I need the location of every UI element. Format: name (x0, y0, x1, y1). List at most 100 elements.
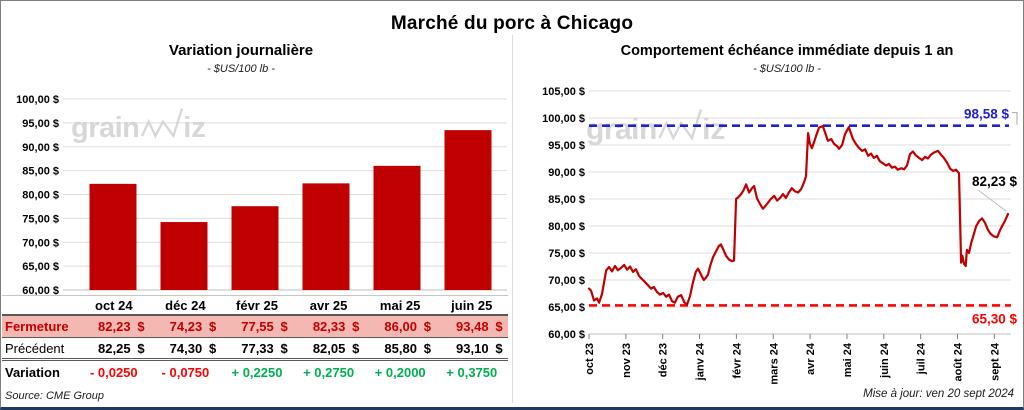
previous-cell: 74,30 $ (150, 341, 222, 356)
y-axis-label: 85,00 $ (548, 194, 585, 206)
x-axis-label: mai 24 (842, 342, 854, 377)
x-axis-label: oct 23 (584, 343, 596, 375)
table-row-precedent: Précédent 82,25 $ 74,30 $ 77,33 $ 82,05 $ 85… (2, 338, 508, 361)
unit: $ (137, 319, 145, 334)
close-value: 82,33 (312, 319, 346, 334)
bar-4 (373, 165, 421, 290)
y-axis-label: 90,00 $ (22, 142, 59, 154)
y-axis-label: 95,00 $ (548, 140, 585, 152)
previous-value: 74,30 (169, 340, 203, 356)
panel-divider (512, 35, 513, 403)
watermark-text: iz (702, 113, 725, 146)
close-cell: 82,33 $ (293, 319, 365, 334)
y-axis-label: 80,00 $ (22, 190, 59, 202)
quotes-table: oct 24 déc 24 févr 25 avr 25 mai 25 juin… (2, 295, 508, 384)
close-value: 77,55 (241, 319, 274, 334)
grainwiz-watermark: grain iz (71, 108, 206, 144)
close-value: 74,23 (169, 319, 203, 334)
unit: $ (352, 340, 360, 356)
close-value: 93,48 (456, 319, 489, 334)
high-value-label: 98,58 $ (964, 107, 1010, 122)
column-header: avr 25 (309, 297, 348, 313)
previous-cell: 82,05 $ (293, 341, 365, 356)
column-header: mai 25 (379, 297, 421, 313)
unit: $ (208, 319, 217, 334)
unit: $ (280, 340, 288, 356)
updated-note: Mise à jour: ven 20 sept 2024 (863, 388, 1014, 400)
row-label: Variation (5, 365, 60, 380)
x-axis-label: nov 23 (621, 343, 633, 378)
row-label: Précédent (5, 340, 65, 356)
bar-chart-subtitle: - $US/100 lb - (207, 63, 275, 75)
variation-cell: + 0,2250 (221, 365, 293, 380)
table-row-fermeture: Fermeture 82,23 $ 74,23 $ 77,55 $ 82,33 $ 86… (2, 316, 508, 338)
close-cell: 86,00 $ (364, 319, 436, 334)
variation-value: + 0,2250 (231, 365, 283, 380)
close-cell: 93,48 $ (436, 319, 508, 334)
y-axis-label: 100,00 $ (542, 113, 585, 125)
x-axis-label: janv 24 (695, 342, 707, 381)
variation-value: - 0,0250 (89, 365, 138, 380)
watermark-text: grain (586, 113, 657, 146)
bar-1 (160, 222, 208, 290)
y-axis-label: 75,00 $ (22, 213, 59, 225)
x-axis-label: sept 24 (989, 342, 1001, 381)
y-axis-label: 65,00 $ (548, 302, 585, 314)
close-value: 82,23 (98, 319, 131, 334)
y-axis-label: 80,00 $ (548, 221, 585, 233)
y-axis-label: 85,00 $ (22, 166, 59, 178)
close-cell: 74,23 $ (150, 319, 222, 334)
y-axis-label: 60,00 $ (22, 285, 59, 295)
x-axis-label: déc 23 (658, 343, 670, 377)
column-header: oct 24 (95, 297, 133, 313)
y-axis-label: 75,00 $ (548, 248, 585, 260)
low-value-label: 65,30 $ (972, 311, 1018, 326)
row-label: Fermeture (5, 319, 69, 334)
bar-5 (444, 130, 492, 290)
x-axis-label: mars 24 (768, 342, 780, 384)
close-cell: 77,55 $ (221, 319, 293, 334)
previous-value: 85,80 (384, 340, 417, 356)
watermark-arrow-icon (658, 109, 703, 141)
column-header: juin 25 (451, 297, 493, 313)
bar-2 (231, 206, 279, 290)
column-header: févr 25 (236, 297, 278, 313)
unit: $ (137, 340, 145, 356)
close-value: 86,00 (384, 319, 417, 334)
grainwiz-watermark: grain iz (586, 109, 725, 146)
y-axis-label: 70,00 $ (548, 275, 585, 287)
line-chart-subtitle: - $US/100 lb - (753, 63, 821, 75)
variation-cell: - 0,0750 (150, 365, 222, 380)
variation-cell: - 0,0250 (78, 365, 150, 380)
previous-cell: 93,10 $ (436, 341, 508, 356)
unit: $ (280, 319, 288, 334)
previous-cell: 82,25 $ (78, 341, 150, 356)
x-axis-label: août 24 (953, 342, 965, 381)
previous-value: 82,25 (98, 340, 131, 356)
bar-chart-title: Variation journalière (168, 42, 314, 59)
y-axis-label: 60,00 $ (548, 329, 585, 341)
line-chart: 60,00 $ 65,00 $ 70,00 $ 75,00 $ 80,00 $ 85,00… (542, 86, 1018, 385)
page-title: Marché du porc à Chicago (390, 13, 634, 34)
x-axis-label: avr 24 (805, 342, 817, 375)
unit: $ (495, 319, 503, 334)
previous-value: 93,10 (456, 340, 489, 356)
previous-cell: 77,33 $ (221, 341, 293, 356)
bar-chart: 60,00 $ 65,00 $ 70,00 $ 75,00 $ 80,00 $ 85,00… (16, 94, 507, 295)
unit: $ (208, 340, 217, 356)
unit: $ (423, 340, 431, 356)
y-axis-label: 65,00 $ (22, 261, 59, 273)
unit: $ (352, 319, 360, 334)
x-axis-label: févr 24 (731, 342, 743, 378)
y-axis-label: 105,00 $ (542, 86, 585, 98)
close-cell: 82,23 $ (78, 319, 150, 334)
watermark-arrow-icon (140, 108, 184, 139)
last-value-label: 82,23 $ (972, 174, 1018, 189)
previous-value: 82,05 (312, 340, 346, 356)
x-axis-label: juin 24 (879, 342, 891, 379)
unit: $ (423, 319, 431, 334)
variation-value: - 0,0750 (161, 365, 210, 380)
line-chart-title: Comportement échéance immédiate depuis 1… (620, 43, 954, 59)
watermark-text: grain (71, 112, 139, 144)
